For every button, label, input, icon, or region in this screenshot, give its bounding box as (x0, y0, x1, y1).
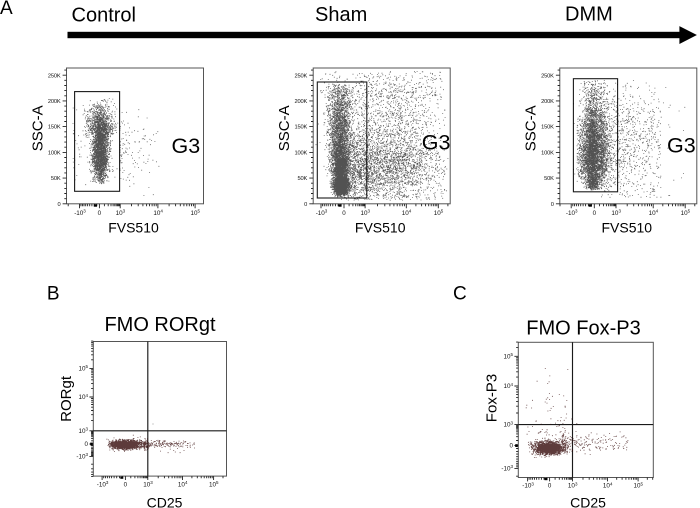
svg-text:100K: 100K (295, 151, 308, 157)
svg-text:50K: 50K (298, 176, 308, 182)
svg-text:104: 104 (153, 209, 163, 217)
svg-text:103: 103 (78, 427, 88, 435)
svg-text:Fox-P3: Fox-P3 (484, 374, 501, 422)
svg-text:FVS510: FVS510 (355, 220, 406, 236)
svg-text:0: 0 (85, 441, 89, 448)
svg-text:150K: 150K (295, 125, 308, 131)
svg-text:B: B (47, 284, 60, 305)
svg-text:FMO Fox-P3: FMO Fox-P3 (526, 318, 640, 340)
svg-text:100K: 100K (541, 151, 554, 157)
svg-text:103: 103 (143, 480, 153, 488)
svg-text:-103: -103 (501, 464, 513, 472)
svg-text:0: 0 (342, 210, 346, 217)
svg-text:SSC-A: SSC-A (276, 105, 293, 151)
svg-text:105: 105 (78, 364, 88, 372)
svg-text:0: 0 (124, 481, 128, 488)
svg-text:RORgt: RORgt (58, 375, 75, 422)
svg-text:250K: 250K (295, 73, 308, 79)
svg-text:CD25: CD25 (147, 495, 183, 508)
svg-text:103: 103 (503, 420, 513, 428)
svg-text:105: 105 (634, 481, 644, 489)
svg-text:FMO RORgt: FMO RORgt (104, 314, 216, 336)
svg-text:104: 104 (603, 481, 613, 489)
svg-text:105: 105 (209, 480, 219, 488)
svg-text:C: C (453, 283, 467, 304)
svg-text:-103: -103 (316, 209, 328, 217)
svg-text:SSC-A: SSC-A (29, 105, 46, 151)
svg-text:-103: -103 (97, 480, 109, 488)
svg-text:150K: 150K (541, 125, 554, 131)
svg-text:104: 104 (503, 382, 513, 390)
svg-text:150K: 150K (48, 125, 61, 131)
svg-text:-103: -103 (76, 452, 88, 460)
svg-text:SSC-A: SSC-A (523, 105, 540, 151)
svg-text:0: 0 (510, 443, 514, 450)
svg-text:104: 104 (402, 209, 412, 217)
svg-text:0: 0 (551, 202, 554, 208)
svg-text:A: A (0, 0, 13, 19)
svg-text:200K: 200K (48, 99, 61, 105)
svg-text:Control: Control (72, 5, 136, 27)
svg-text:104: 104 (178, 480, 188, 488)
svg-text:0: 0 (593, 210, 597, 217)
svg-text:200K: 200K (541, 99, 554, 105)
svg-text:0: 0 (57, 202, 60, 208)
svg-text:105: 105 (681, 209, 691, 217)
svg-text:103: 103 (116, 209, 126, 217)
svg-text:105: 105 (503, 352, 513, 360)
svg-text:103: 103 (568, 481, 578, 489)
svg-text:105: 105 (191, 209, 201, 217)
svg-text:G3: G3 (667, 134, 696, 158)
svg-text:103: 103 (361, 209, 371, 217)
svg-text:105: 105 (434, 209, 444, 217)
svg-text:-103: -103 (74, 209, 86, 217)
svg-text:103: 103 (611, 209, 621, 217)
svg-text:G3: G3 (172, 134, 201, 158)
svg-text:0: 0 (98, 210, 102, 217)
svg-text:50K: 50K (51, 176, 61, 182)
svg-text:100K: 100K (48, 151, 61, 157)
svg-text:200K: 200K (295, 99, 308, 105)
svg-text:G3: G3 (422, 131, 451, 155)
svg-text:FVS510: FVS510 (602, 220, 653, 236)
svg-text:104: 104 (649, 209, 659, 217)
svg-text:250K: 250K (48, 73, 61, 79)
svg-text:250K: 250K (541, 73, 554, 79)
svg-text:104: 104 (78, 393, 88, 401)
svg-text:0: 0 (548, 483, 552, 490)
svg-text:FVS510: FVS510 (108, 220, 159, 236)
svg-text:DMM: DMM (565, 3, 613, 25)
svg-text:50K: 50K (544, 176, 554, 182)
svg-text:Sham: Sham (315, 4, 367, 26)
svg-text:-103: -103 (566, 209, 578, 217)
svg-text:0: 0 (304, 202, 307, 208)
svg-text:-103: -103 (522, 481, 534, 489)
svg-text:CD25: CD25 (570, 495, 606, 508)
